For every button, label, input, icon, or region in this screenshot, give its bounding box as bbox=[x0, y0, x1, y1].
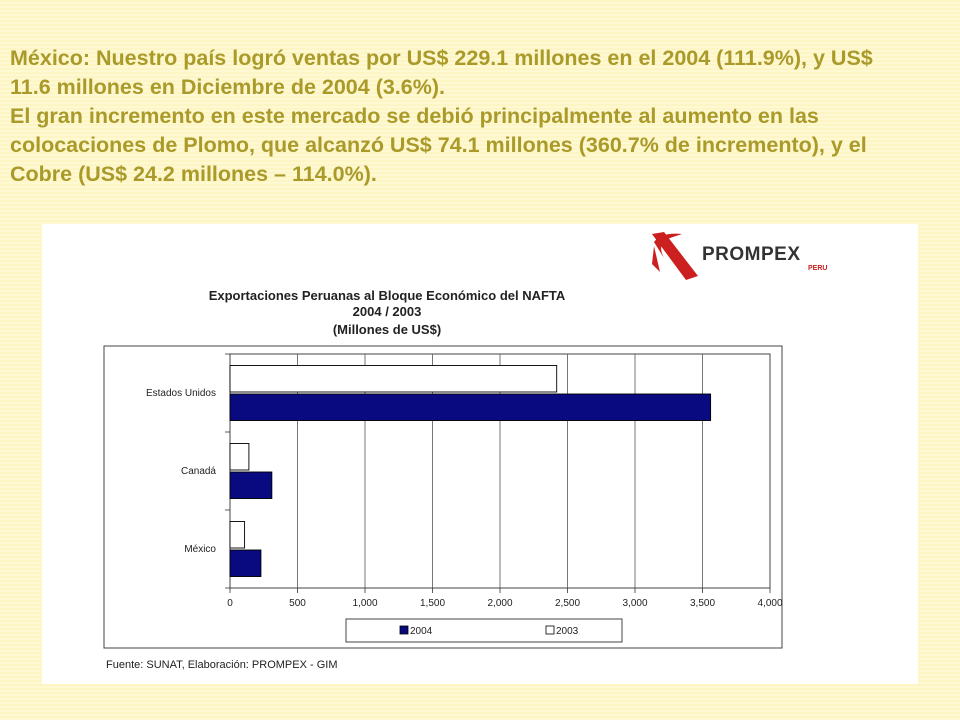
y-category-label: Canadá bbox=[181, 466, 216, 477]
chart-frame bbox=[103, 345, 783, 649]
x-tick-label: 500 bbox=[289, 598, 306, 609]
chart-figure: PROMPEX PERU Exportaciones Peruanas al B… bbox=[42, 224, 918, 684]
paragraph-mexico-sales: México: Nuestro país logró ventas por US… bbox=[10, 46, 873, 99]
chart-source-note: Fuente: SUNAT, Elaboración: PROMPEX - GI… bbox=[106, 659, 337, 671]
prompex-logo-chevron-icon bbox=[652, 232, 698, 280]
prompex-logo-sub: PERU bbox=[808, 265, 827, 272]
x-tick-label: 2,500 bbox=[555, 598, 580, 609]
bar-2003 bbox=[229, 365, 558, 393]
bar-2003 bbox=[229, 443, 250, 471]
plot-area: 0 500 1,000 1,500 2,000 2,500 3,000 3,500 4,000 E… bbox=[146, 353, 783, 609]
x-tick-label: 1,500 bbox=[420, 598, 445, 609]
chart-unit-label: (Millones de US$) bbox=[333, 322, 441, 337]
x-tick-label: 3,500 bbox=[690, 598, 715, 609]
x-tick-label: 3,000 bbox=[622, 598, 647, 609]
bar-2004 bbox=[229, 549, 262, 577]
x-tick-label: 2,000 bbox=[487, 598, 512, 609]
legend: 2004 2003 bbox=[345, 618, 623, 643]
bar-2003 bbox=[229, 521, 246, 549]
x-tick-label: 4,000 bbox=[757, 598, 782, 609]
paragraph-increase-explanation: El gran incremento en este mercado se de… bbox=[10, 104, 867, 186]
slide-text-block: México: Nuestro país logró ventas por US… bbox=[10, 44, 910, 189]
x-tick-label: 1,000 bbox=[352, 598, 377, 609]
chart-subtitle: 2004 / 2003 bbox=[353, 304, 422, 319]
bar-2004 bbox=[229, 471, 273, 499]
legend-swatch-2004 bbox=[399, 625, 409, 635]
legend-box bbox=[345, 618, 623, 643]
legend-label-2004: 2004 bbox=[410, 626, 433, 637]
nafta-exports-chart: PROMPEX PERU Exportaciones Peruanas al B… bbox=[103, 232, 827, 671]
x-tick-label: 0 bbox=[227, 598, 233, 609]
y-category-label: Estados Unidos bbox=[146, 388, 216, 399]
y-category-label: México bbox=[184, 544, 216, 555]
legend-label-2003: 2003 bbox=[556, 626, 579, 637]
bar-2004 bbox=[229, 393, 712, 421]
legend-swatch-2003 bbox=[545, 625, 555, 635]
prompex-logo-word: PROMPEX bbox=[702, 244, 801, 265]
prompex-logo: PROMPEX PERU bbox=[652, 232, 827, 280]
chart-title: Exportaciones Peruanas al Bloque Económi… bbox=[209, 288, 566, 303]
